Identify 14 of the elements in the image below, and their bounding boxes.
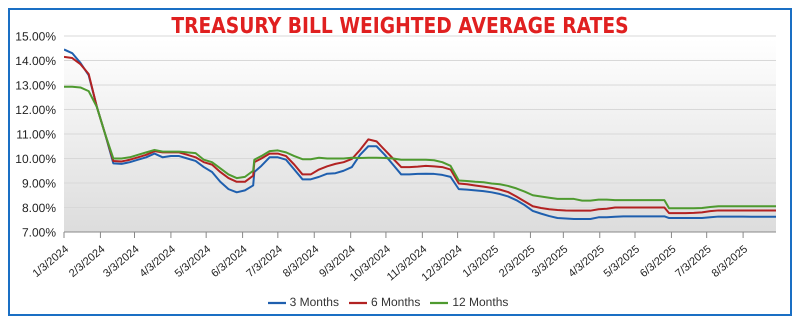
legend-label: 3 Months	[290, 295, 339, 310]
y-tick-label: 11.00%	[16, 127, 56, 142]
y-tick-label: 10.00%	[15, 152, 56, 166]
y-tick-label: 8.00%	[22, 200, 56, 215]
y-tick-label: 9.00%	[22, 176, 56, 190]
y-tick-label: 12.00%	[15, 102, 56, 117]
line-series	[64, 86, 776, 210]
chart-title: TREASURY BILL WEIGHTED AVERAGE RATES	[170, 14, 630, 39]
legend-label: 6 Months	[370, 295, 420, 310]
y-tick-label: 13.00%	[15, 78, 56, 92]
y-tick-label: 7.00%	[22, 225, 56, 240]
legend-label: 12 Months	[452, 295, 508, 310]
y-tick-label: 14.00%	[15, 54, 56, 68]
y-tick-label: 15.00%	[15, 29, 56, 44]
